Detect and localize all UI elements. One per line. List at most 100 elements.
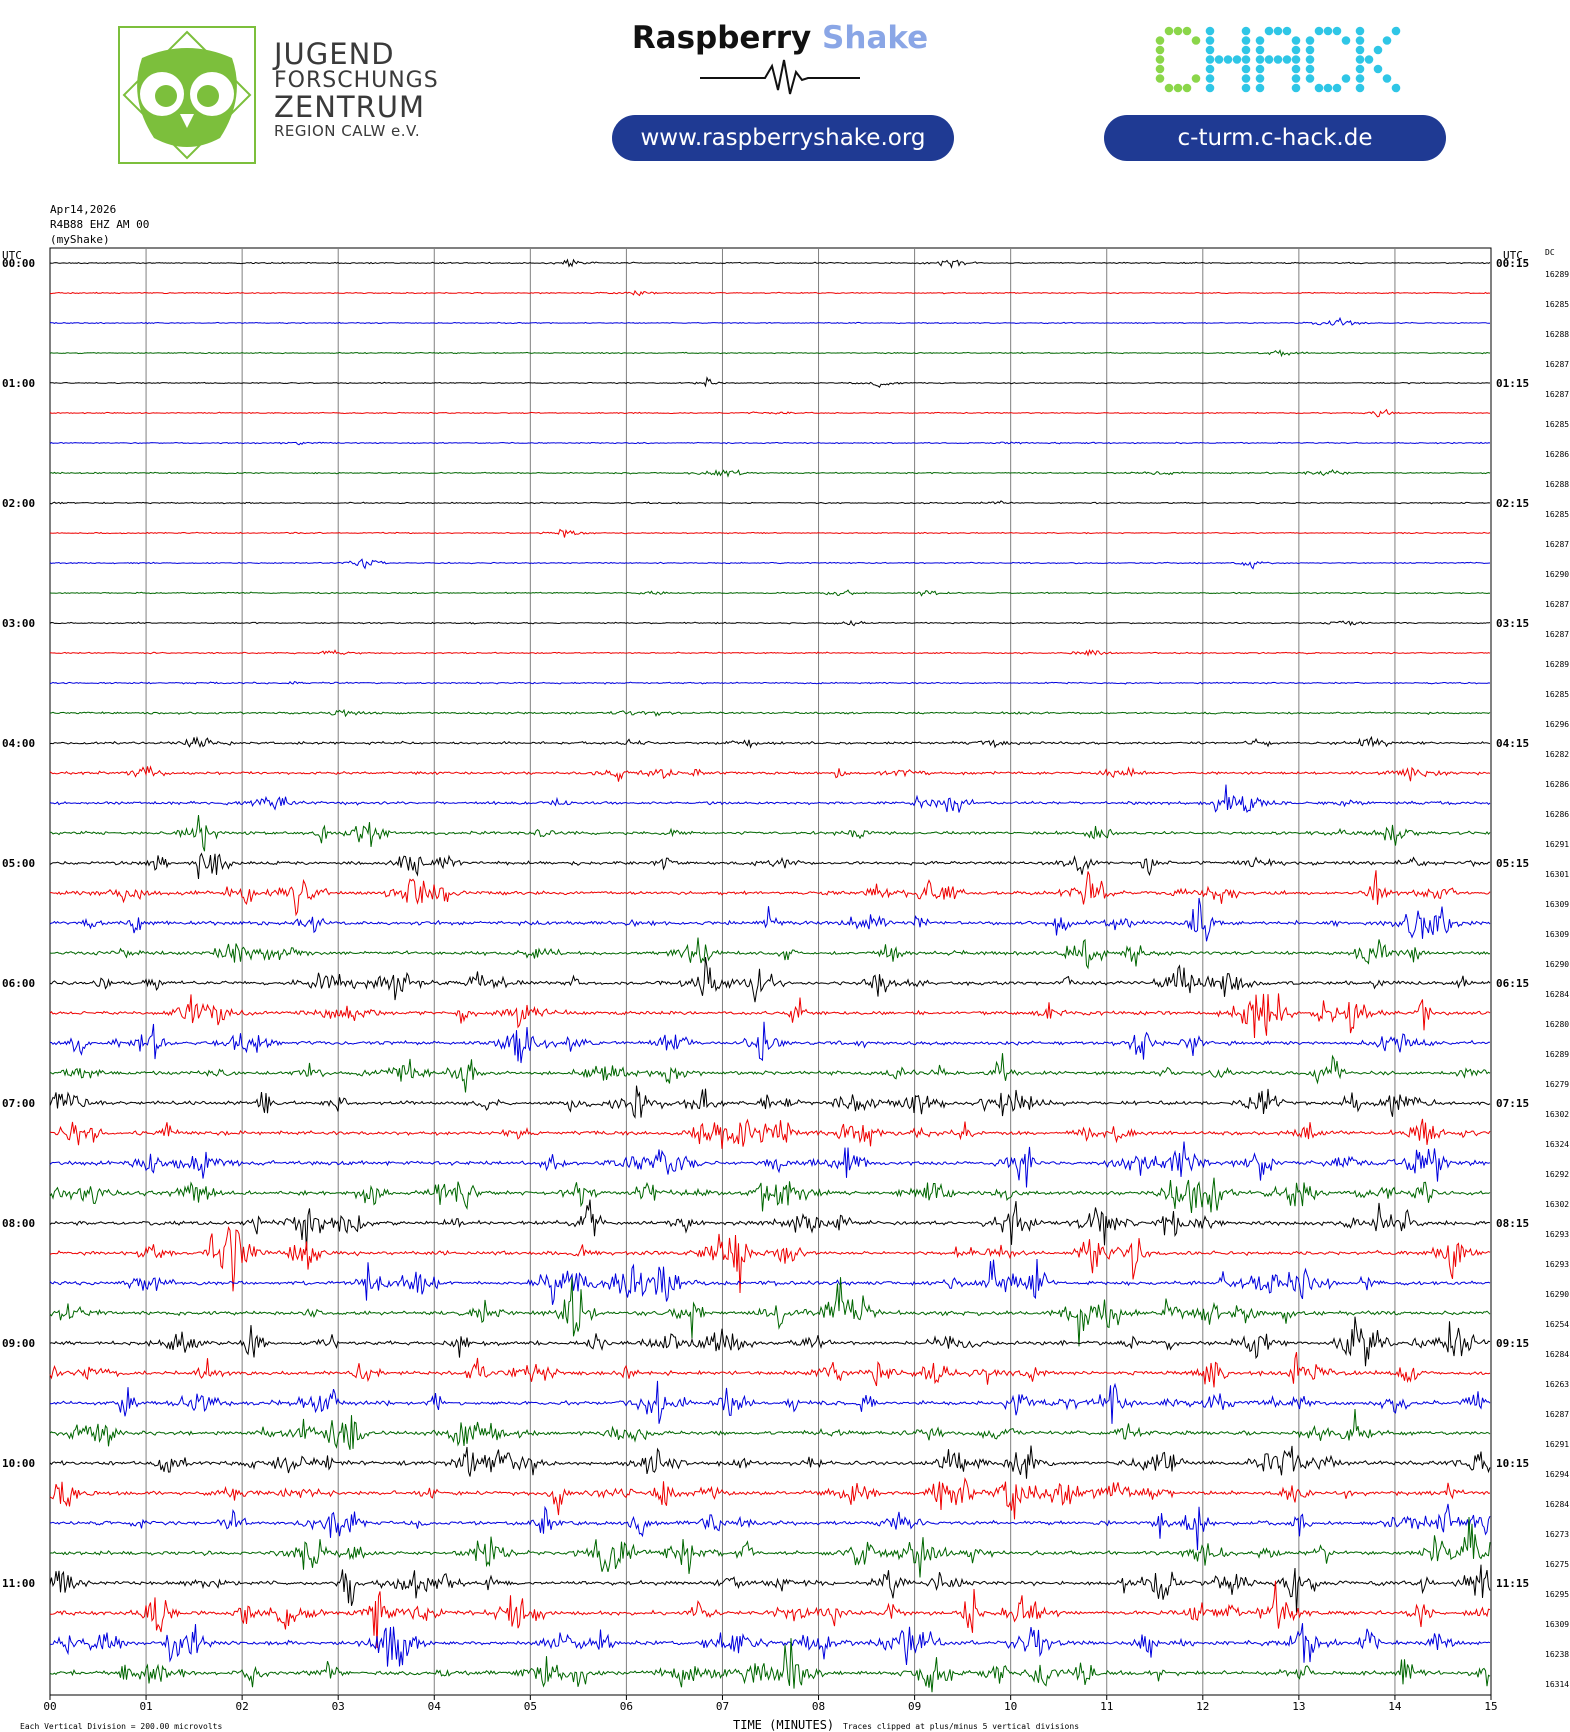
jfz-line-4: REGION CALW e.V. [274,122,421,140]
chack-dot [1182,26,1192,36]
x-tick-label: 14 [1388,1700,1402,1713]
x-axis-title: TIME (MINUTES) [733,1718,834,1732]
dc-offset-label: 16287 [1545,630,1569,639]
chack-dot [1264,26,1274,36]
dc-offset-label: 16309 [1545,1620,1569,1629]
axis-labels: 00 01 02 03 04 05 06 07 08 09 10 11 12 13 14 15 16289 00:… [2,257,1569,1713]
chack-dot [1223,55,1233,64]
dc-offset-label: 16286 [1545,780,1569,789]
chack-dot [1323,83,1333,93]
seismic-trace [49,1316,1491,1367]
seismic-trace [49,1141,1491,1188]
chack-dot [1273,26,1283,36]
x-tick-label: 04 [428,1700,442,1713]
dc-offset-label: 16289 [1545,1050,1569,1059]
chack-dot [1155,55,1165,64]
dc-offset-label: 16302 [1545,1110,1569,1119]
dc-offset-label: 16287 [1545,1410,1569,1419]
chack-dot [1205,74,1215,83]
plot-frame [49,247,1492,1696]
chack-dot [1355,64,1365,74]
chack-dot [1382,36,1392,45]
chack-dot [1373,64,1383,74]
x-tick-label: 05 [524,1700,537,1713]
dc-offset-label: 16302 [1545,1200,1569,1209]
x-tick-label: 12 [1196,1700,1209,1713]
chack-dot [1155,64,1165,74]
dc-offset-label: 16285 [1545,300,1569,309]
chack-dot [1155,45,1165,55]
chack-dot [1255,45,1265,55]
seismic-trace [49,1380,1491,1424]
seismic-trace [49,258,1491,269]
seismic-trace [49,708,1491,718]
chack-dot [1255,55,1265,64]
chack-dot [1191,74,1201,83]
seismic-trace [50,528,1491,538]
seismic-trace [49,814,1491,852]
seismic-trace [49,316,1491,326]
chack-dot [1355,74,1365,83]
minute-gridlines [49,248,1492,1700]
x-tick-label: 07 [716,1700,729,1713]
right-hour-label: 01:15 [1496,377,1529,390]
chack-logo [1155,26,1401,93]
chack-dot [1355,45,1365,55]
chack-dot [1205,55,1215,64]
dc-offset-label: 16284 [1545,1350,1569,1359]
footer-clip-note: Traces clipped at plus/minus 5 vertical … [843,1722,1079,1731]
chack-dot [1282,55,1292,64]
dc-offset-label: 16286 [1545,810,1569,819]
right-hour-label: 08:15 [1496,1217,1529,1230]
right-hour-label: 03:15 [1496,617,1529,630]
left-hour-label: 08:00 [2,1217,35,1230]
seismic-trace [49,993,1491,1039]
chack-dot [1182,83,1192,93]
dc-offset-label: 16285 [1545,690,1569,699]
chack-dot [1341,36,1351,45]
jfz-line-2: FORSCHUNGS [274,68,439,93]
dc-offset-label: 16280 [1545,1020,1569,1029]
chack-dot [1332,83,1342,93]
seismic-trace [49,937,1491,970]
chack-dot [1232,55,1242,64]
chack-dot [1205,64,1215,74]
dc-offset-label: 16294 [1545,1470,1569,1479]
seismic-traces [49,258,1491,1693]
x-tick-label: 08 [812,1700,825,1713]
dc-offset-label: 16288 [1545,330,1569,339]
right-hour-label: 04:15 [1496,737,1529,750]
chack-dot [1164,26,1174,36]
chack-dot [1373,45,1383,55]
seismic-trace [49,1258,1491,1305]
chack-dot [1355,55,1365,64]
dc-offset-label: 16291 [1545,1440,1569,1449]
dc-offset-label: 16296 [1545,720,1569,729]
dc-offset-label: 16289 [1545,660,1569,669]
seismic-trace [49,1351,1491,1388]
seismic-trace [49,1623,1491,1667]
dc-offset-label: 16238 [1545,1650,1569,1659]
seismic-trace [49,1118,1491,1149]
raspberryshake-url-badge: www.raspberryshake.org [612,115,954,161]
raspberry-shake-title: Raspberry Shake [600,20,960,56]
chack-dot [1273,55,1283,64]
chack-dot [1291,83,1301,93]
x-tick-label: 02 [236,1700,249,1713]
left-axis-title: UTC [2,249,22,262]
left-hour-label: 01:00 [2,377,35,390]
dc-offset-label: 16309 [1545,900,1569,909]
seismic-trace [49,765,1491,782]
chack-dot [1355,26,1365,36]
seismic-trace [49,1199,1491,1251]
right-axis-title: UTC [1503,249,1523,262]
left-hour-label: 05:00 [2,857,35,870]
chack-dot [1241,45,1251,55]
seismic-trace [49,589,1491,597]
seismic-trace [49,1638,1491,1693]
x-tick-label: 11 [1100,1700,1113,1713]
seismic-trace [49,619,1491,627]
right-hour-label: 02:15 [1496,497,1529,510]
chack-dot [1173,26,1183,36]
